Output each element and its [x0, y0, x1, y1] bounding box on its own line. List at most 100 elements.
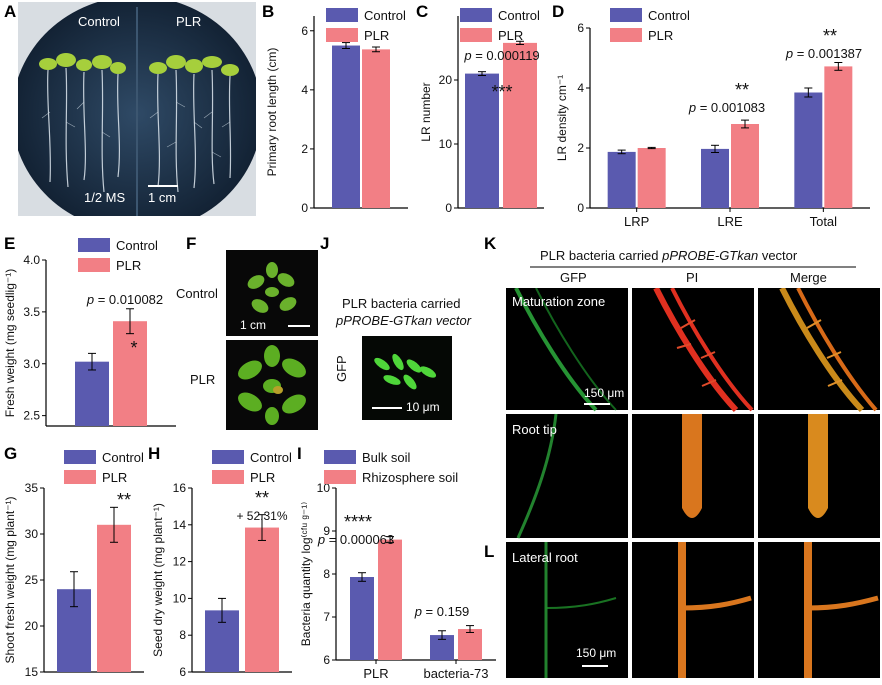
microscopy-scale-label-bottom: 150 μm: [576, 646, 617, 660]
panel-k-col-pi: PI: [686, 270, 699, 285]
plate-label-control: Control: [78, 14, 120, 29]
y-axis-label: Bacteria quantity log⁽ᶜᶠᵘ ᵍ⁻¹⁾: [299, 502, 313, 646]
panel-k-col-gfp: GFP: [560, 270, 587, 285]
panel-label-b: B: [262, 2, 275, 21]
y-axis-label: Seed dry weight (mg plant⁻¹): [151, 503, 165, 657]
bar: [503, 42, 537, 208]
legend-swatch: [78, 238, 110, 252]
legend-label: PLR: [102, 470, 127, 485]
legend-swatch: [460, 28, 492, 42]
annotation-value: = 0.001387: [793, 46, 862, 61]
bar: [794, 92, 823, 208]
legend-swatch: [610, 8, 642, 22]
panel-label-l: L: [484, 542, 495, 561]
annotation-p: p: [463, 48, 471, 63]
legend-swatch: [324, 450, 356, 464]
annotation-p: p: [688, 100, 696, 115]
chart-i: 6 7 8 9 10 Bacteria quantity log⁽ᶜᶠᵘ ᵍ⁻¹⁾ PLR b…: [299, 450, 496, 681]
panel-label-e: E: [4, 234, 16, 253]
annotation: p = 0.001387: [785, 46, 862, 61]
bar: [362, 49, 390, 208]
legend-swatch: [78, 258, 110, 272]
legend-label: PLR: [116, 258, 141, 273]
y-axis-label: Fresh weight (mg seedlig⁻¹): [3, 269, 17, 417]
y-tick-label: 0: [577, 201, 584, 215]
microscopy-row-lateral: Lateral root: [512, 550, 578, 565]
microscopy-grid: [506, 286, 880, 680]
y-tick-label: 7: [323, 610, 330, 624]
annotation-value: = 0.000063: [325, 532, 394, 547]
plate-scale-label: 1 cm: [148, 190, 177, 205]
bar: [465, 73, 499, 208]
x-tick-label: LRE: [717, 214, 743, 229]
y-tick-label: 10: [439, 137, 453, 151]
y-tick-label: 0: [301, 201, 308, 215]
annotation: **: [255, 488, 269, 508]
legend-swatch: [64, 450, 96, 464]
rosette-scale-label: 1 cm: [240, 318, 267, 332]
y-tick-label: 4: [301, 83, 308, 97]
y-tick-label: 8: [179, 628, 186, 642]
y-axis-label: LR number: [419, 82, 433, 141]
panel-f-photo: 1 cm: [226, 250, 318, 430]
annotation-p: p: [317, 532, 325, 547]
panel-k-title: PLR bacteria carried pPROBE-GTkan vector: [540, 248, 797, 263]
y-tick-label: 10: [317, 481, 331, 495]
y-tick-label: 3.5: [23, 305, 40, 319]
annotation-value: = 0.159: [422, 604, 469, 619]
legend-label: Control: [116, 238, 158, 253]
y-tick-label: 12: [173, 555, 187, 569]
legend-label: PLR: [364, 28, 389, 43]
x-tick-label: Total: [810, 214, 838, 229]
panel-label-a: A: [4, 2, 17, 21]
y-axis-label: Shoot fresh weight (mg plant⁻¹): [3, 496, 17, 663]
panel-j-photo: 10 μm: [362, 336, 452, 420]
legend-label: PLR: [498, 28, 523, 43]
legend-label: Control: [102, 450, 144, 465]
plate-label-medium: 1/2 MS: [84, 190, 126, 205]
y-tick-label: 6: [179, 665, 186, 679]
annotation: **: [117, 490, 131, 510]
panel-k-title-end: vector: [758, 248, 798, 263]
chart-b: 0 2 4 6 Primary root length (cm) Control PLR: [265, 8, 408, 215]
bar: [458, 629, 482, 660]
panel-j-channel-label: GFP: [334, 355, 349, 382]
bar: [731, 124, 759, 208]
legend-swatch: [64, 470, 96, 484]
panel-k-col-merge: Merge: [790, 270, 827, 285]
annotation-p: p: [414, 604, 422, 619]
panel-label-f: F: [186, 234, 197, 253]
annotation-value: = 0.010082: [94, 292, 163, 307]
legend-label: Control: [498, 8, 540, 23]
panel-label-h: H: [148, 444, 161, 463]
annotation: p = 0.000119: [463, 48, 539, 63]
legend-label: Control: [250, 450, 292, 465]
microscopy-row-root-tip: Root tip: [512, 422, 557, 437]
x-tick-label: LRP: [624, 214, 649, 229]
y-tick-label: 0: [445, 201, 452, 215]
y-tick-label: 20: [25, 619, 39, 633]
legend-swatch: [326, 8, 358, 22]
gfp-bacteria-scale-label: 10 μm: [406, 400, 440, 414]
rosette-photo: [226, 250, 318, 430]
y-tick-label: 30: [25, 527, 39, 541]
y-tick-label: 10: [173, 591, 187, 605]
legend-label: Control: [364, 8, 406, 23]
annotation-value: = 0.001083: [696, 100, 765, 115]
y-tick-label: 3.0: [23, 357, 40, 371]
annotation: *: [130, 338, 137, 358]
legend-label: PLR: [250, 470, 275, 485]
rosette-label-plr: PLR: [190, 372, 216, 387]
panel-label-k: K: [484, 234, 497, 253]
panel-a-photo: Control PLR 1/2 MS 1 cm: [12, 0, 262, 232]
y-tick-label: 4: [577, 81, 584, 95]
y-tick-label: 14: [173, 518, 187, 532]
plate-photo: [12, 0, 262, 232]
legend-label: Bulk soil: [362, 450, 411, 465]
legend-swatch: [324, 470, 356, 484]
annotation: p = 0.010082: [86, 292, 163, 307]
panel-k-title-start: PLR bacteria carried: [540, 248, 663, 263]
chart-d: 0 2 4 6 LR density cm⁻¹ LRP LRE Total Control PLR…: [555, 8, 870, 229]
y-tick-label: 2: [301, 142, 308, 156]
bar: [75, 361, 109, 426]
